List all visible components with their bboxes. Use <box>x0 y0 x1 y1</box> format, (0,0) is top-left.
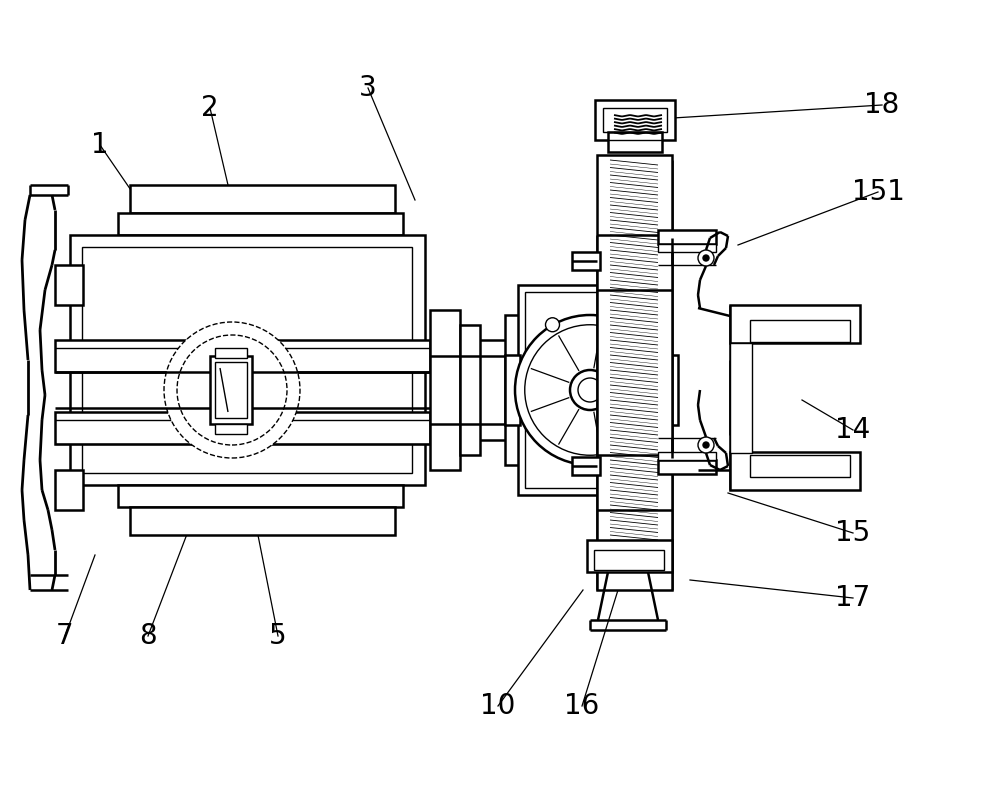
Bar <box>730 343 752 453</box>
Text: 151: 151 <box>852 178 904 206</box>
Circle shape <box>698 437 714 453</box>
Bar <box>210 356 252 424</box>
Circle shape <box>164 322 300 458</box>
Circle shape <box>525 325 655 455</box>
Circle shape <box>578 378 602 402</box>
Bar <box>118 485 403 507</box>
Circle shape <box>177 335 287 445</box>
Text: 7: 7 <box>56 622 74 650</box>
Bar <box>215 424 247 434</box>
Bar <box>663 355 678 425</box>
Circle shape <box>570 370 610 410</box>
Bar <box>587 540 672 572</box>
Bar <box>518 285 663 495</box>
Bar <box>525 325 537 455</box>
Circle shape <box>703 442 709 448</box>
Bar <box>130 185 395 213</box>
Bar <box>658 460 716 474</box>
Text: 2: 2 <box>201 94 219 122</box>
Bar <box>597 155 672 590</box>
Bar <box>658 230 716 244</box>
Bar <box>572 457 600 475</box>
Text: 10: 10 <box>480 692 516 720</box>
Bar <box>730 452 860 490</box>
Circle shape <box>515 315 665 465</box>
Circle shape <box>698 250 714 266</box>
Bar <box>730 305 860 343</box>
Text: 16: 16 <box>564 692 600 720</box>
Bar <box>430 310 460 470</box>
Bar <box>658 452 716 460</box>
Bar <box>130 507 395 535</box>
Bar <box>572 252 600 270</box>
Bar <box>215 362 247 418</box>
Text: 17: 17 <box>835 584 871 612</box>
Bar <box>603 108 667 132</box>
Bar <box>55 470 83 510</box>
Bar <box>750 455 850 477</box>
Text: 3: 3 <box>359 74 377 102</box>
Bar <box>215 348 247 358</box>
Bar <box>595 100 675 140</box>
Bar <box>55 265 83 305</box>
Bar <box>525 292 655 488</box>
Text: 5: 5 <box>269 622 287 650</box>
Bar <box>505 355 520 425</box>
Bar <box>82 247 412 473</box>
Bar <box>594 550 664 570</box>
Bar <box>658 244 716 252</box>
Text: 8: 8 <box>139 622 157 650</box>
Text: 15: 15 <box>835 519 871 547</box>
Bar <box>460 325 480 455</box>
Circle shape <box>703 255 709 261</box>
Text: 14: 14 <box>835 416 871 444</box>
Text: 18: 18 <box>864 91 900 119</box>
Bar <box>608 132 662 152</box>
Bar <box>55 340 430 372</box>
Bar <box>55 412 430 444</box>
Text: 1: 1 <box>91 131 109 159</box>
Bar <box>118 213 403 235</box>
Bar <box>70 235 425 485</box>
Bar <box>750 320 850 342</box>
Bar <box>505 315 525 465</box>
Circle shape <box>546 318 560 332</box>
